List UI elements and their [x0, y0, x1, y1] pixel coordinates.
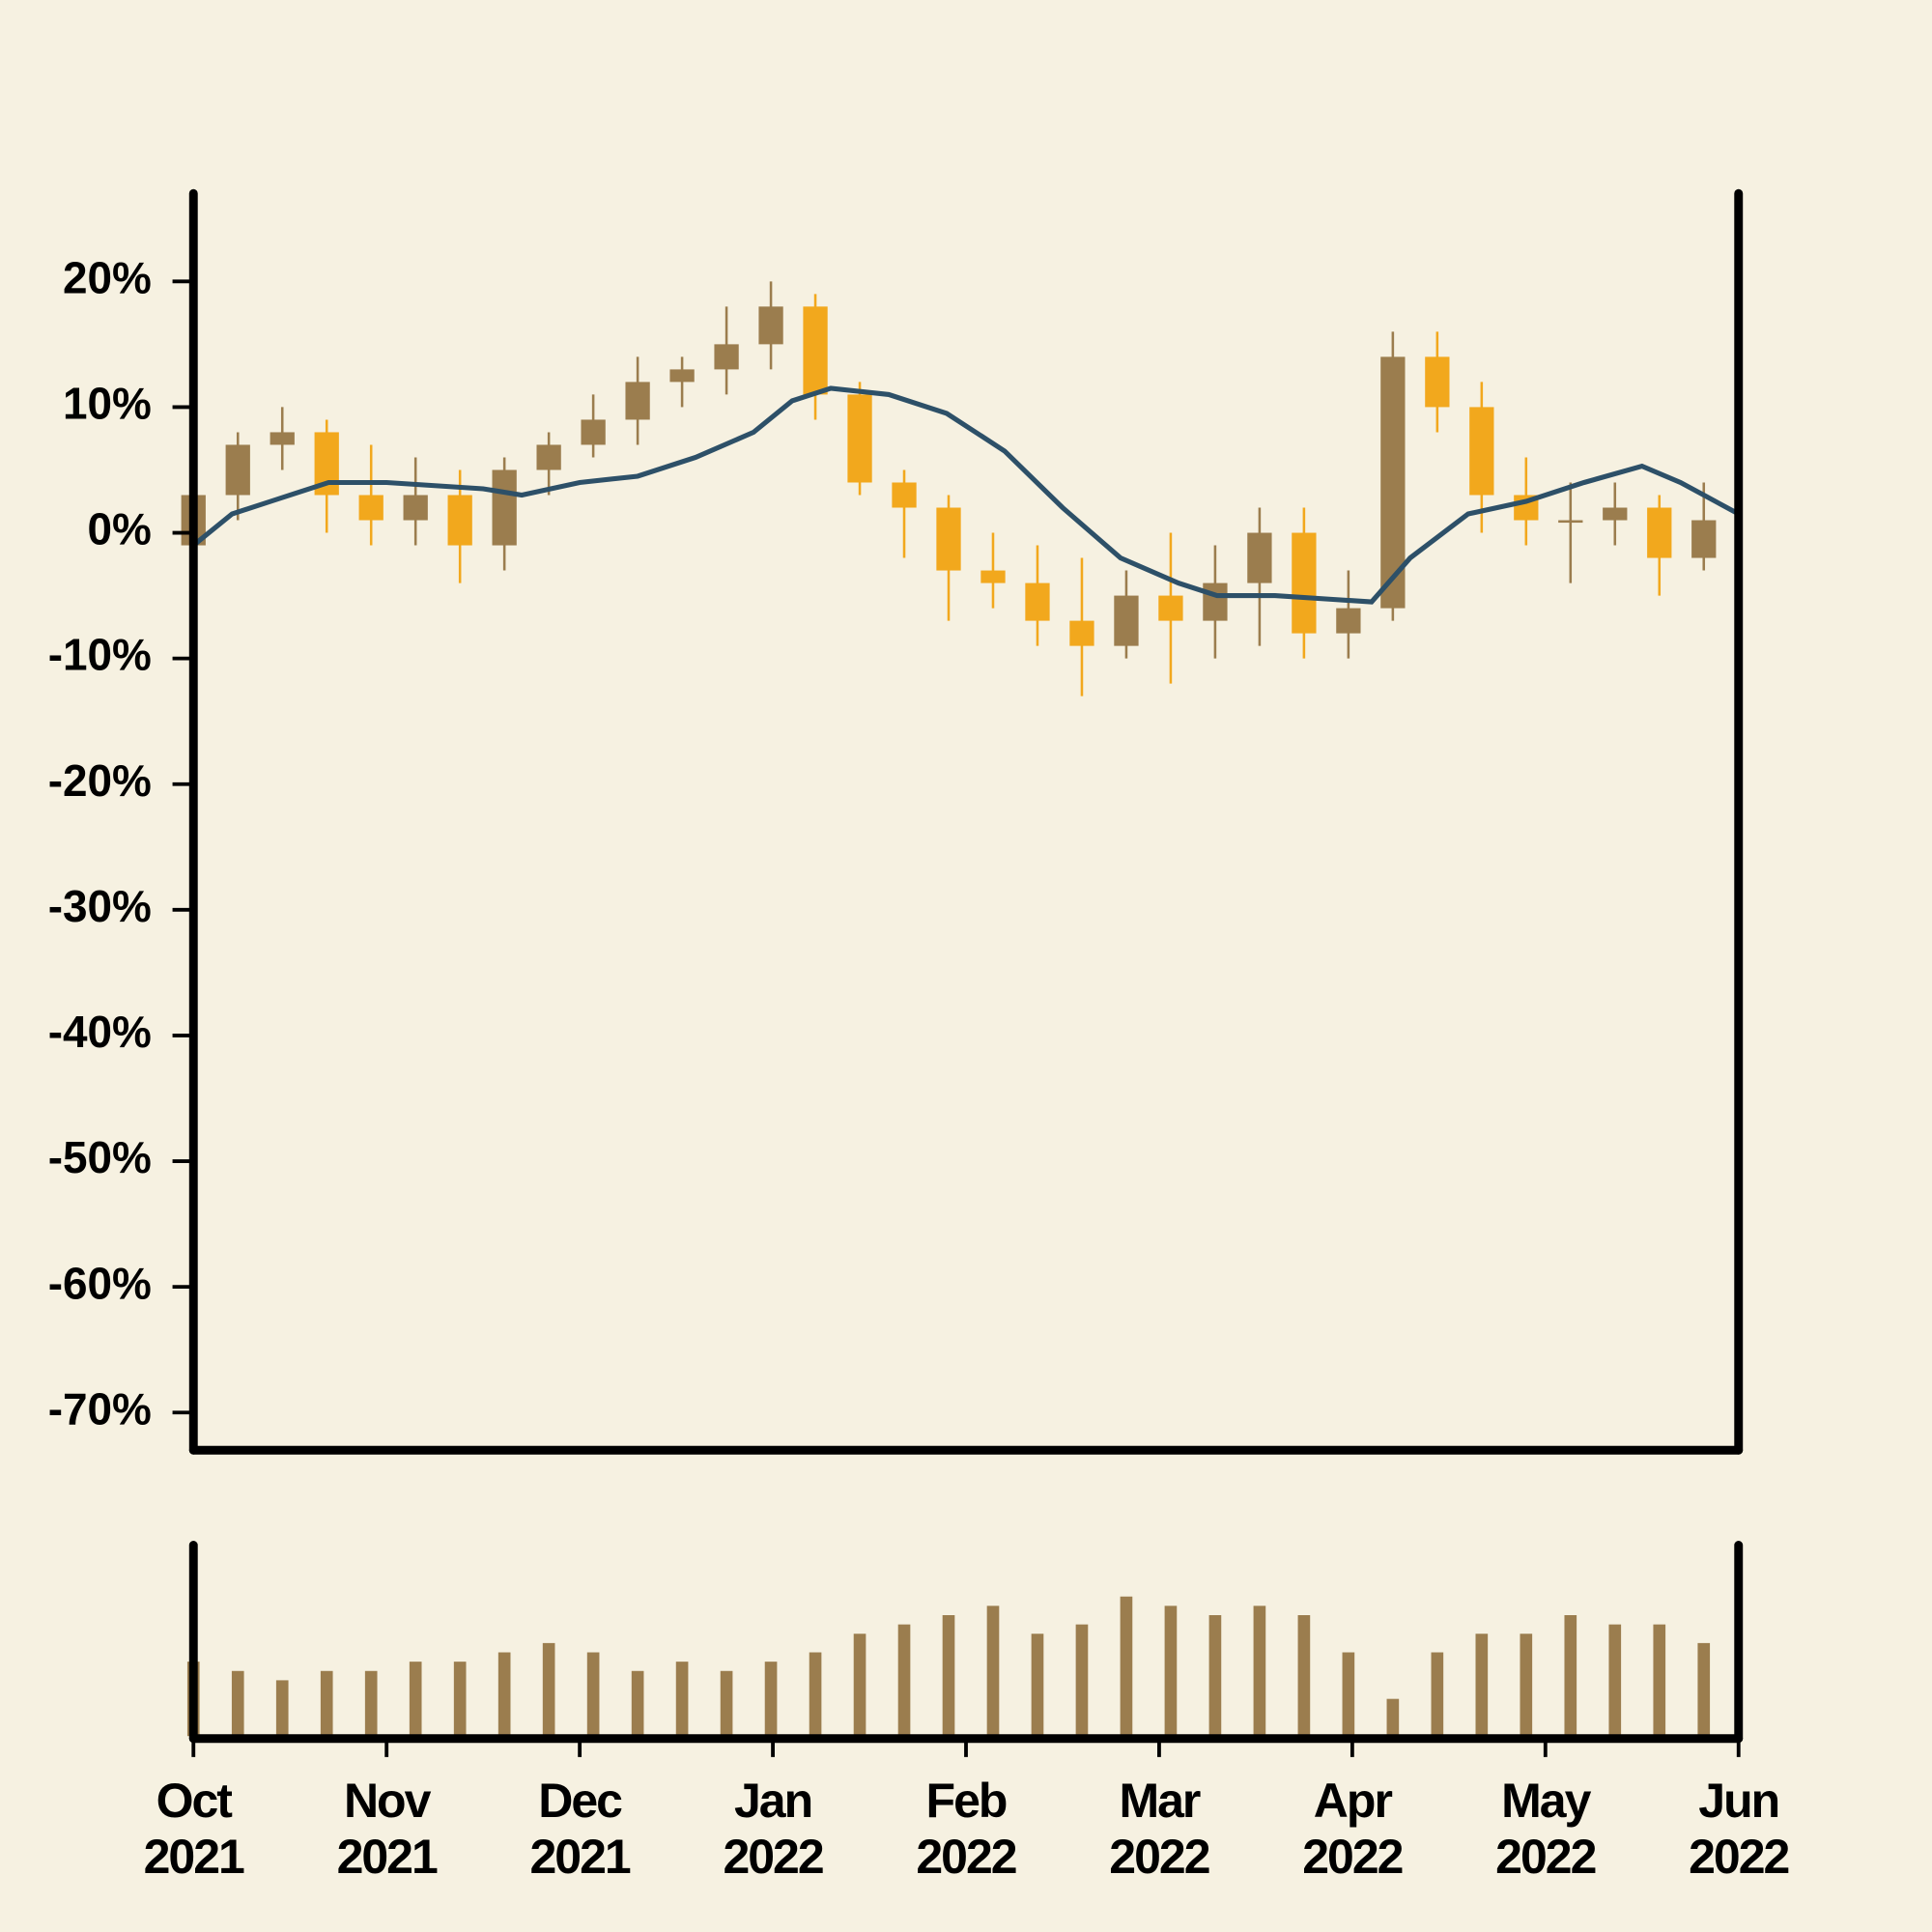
- candle-body: [847, 394, 872, 483]
- volume-bar: [853, 1634, 867, 1737]
- y-tick-label: -70%: [48, 1383, 152, 1434]
- volume-bar: [1431, 1652, 1444, 1737]
- volume-bar: [1342, 1652, 1355, 1737]
- volume-bar: [631, 1670, 644, 1737]
- y-tick-label: 20%: [63, 252, 152, 302]
- volume-bar: [986, 1605, 1000, 1737]
- x-tick-label: Apr 2022: [1302, 1774, 1404, 1884]
- volume-bar: [1164, 1605, 1178, 1737]
- candle-body: [714, 344, 739, 370]
- volume-bar: [497, 1652, 511, 1737]
- volume-bar: [1697, 1642, 1711, 1737]
- volume-bar: [1653, 1624, 1666, 1737]
- candle-body: [1558, 520, 1583, 524]
- volume-bar: [1297, 1615, 1311, 1737]
- x-tick-label: Nov 2021: [336, 1774, 439, 1884]
- candle-body: [1691, 520, 1717, 558]
- y-tick-label: -10%: [48, 630, 152, 680]
- candle-body: [447, 495, 472, 546]
- y-tick-label: -30%: [48, 881, 152, 931]
- candle-body: [758, 306, 783, 345]
- candle-body: [1469, 407, 1494, 496]
- volume-bar: [364, 1670, 378, 1737]
- y-tick-label: 0%: [88, 504, 152, 554]
- volume-bar: [1564, 1615, 1577, 1737]
- volume-bar: [809, 1652, 822, 1737]
- candle-body: [358, 495, 384, 521]
- candle-body: [1647, 507, 1672, 558]
- candle-body: [980, 570, 1006, 583]
- candle-body: [225, 444, 250, 496]
- candle-body: [1336, 608, 1361, 634]
- y-tick-label: 10%: [63, 379, 152, 429]
- candle-body: [1069, 620, 1094, 646]
- volume-bar: [1031, 1634, 1044, 1737]
- candle-body: [669, 369, 695, 383]
- axes: [188, 188, 1744, 1744]
- volume-bar: [586, 1652, 600, 1737]
- volume-bar: [675, 1662, 689, 1737]
- x-tick-label: Feb 2022: [916, 1774, 1017, 1884]
- volume-bar: [1475, 1634, 1489, 1737]
- volume-bar: [720, 1670, 733, 1737]
- candle-body: [936, 507, 961, 571]
- candle-body: [1603, 507, 1628, 521]
- candle-body: [492, 469, 517, 546]
- volume-bar: [942, 1615, 955, 1737]
- candle-body: [803, 306, 828, 395]
- volume-bar: [320, 1670, 333, 1737]
- volume-panel: [186, 1596, 1711, 1737]
- candle-body: [536, 444, 561, 470]
- volume-bar: [231, 1670, 244, 1737]
- price-panel: [181, 281, 1740, 696]
- y-tick-label: -50%: [48, 1132, 152, 1182]
- y-tick-label: -60%: [48, 1258, 152, 1308]
- y-tick-label: -20%: [48, 755, 152, 806]
- x-tick-label: Jun 2022: [1689, 1774, 1790, 1884]
- volume-bar: [1386, 1698, 1400, 1737]
- moving-average: [191, 385, 1740, 605]
- volume-bar: [897, 1624, 911, 1737]
- x-tick-label: Oct 2021: [143, 1774, 245, 1884]
- volume-bar: [1520, 1634, 1533, 1737]
- volume-bar: [453, 1662, 467, 1737]
- volume-bar: [1253, 1605, 1266, 1737]
- candle-body: [1025, 582, 1050, 621]
- volume-bar: [764, 1662, 778, 1737]
- volume-bar: [409, 1662, 422, 1737]
- volume-bar: [1608, 1624, 1622, 1737]
- x-tick-label: Jan 2022: [723, 1774, 824, 1884]
- candle-body: [625, 382, 650, 420]
- candle-body: [1203, 582, 1228, 621]
- candle-body: [581, 419, 606, 445]
- candle-body: [403, 495, 428, 521]
- x-tick-label: Mar 2022: [1109, 1774, 1210, 1884]
- volume-bar: [1075, 1624, 1089, 1737]
- volume-bar: [1120, 1596, 1133, 1737]
- x-tick-label: May 2022: [1495, 1774, 1597, 1884]
- candle-body: [892, 482, 917, 508]
- candle-body: [1425, 356, 1450, 408]
- candle-body: [270, 432, 295, 445]
- volume-bar: [1208, 1615, 1222, 1737]
- candle-body: [1158, 595, 1183, 621]
- volume-bar: [275, 1680, 289, 1737]
- candle-body: [1292, 532, 1317, 634]
- candle-body: [1114, 595, 1139, 646]
- x-tick-label: Dec 2021: [529, 1774, 632, 1884]
- y-tick-label: -40%: [48, 1007, 152, 1057]
- volume-bar: [542, 1642, 555, 1737]
- candle-body: [1247, 532, 1272, 583]
